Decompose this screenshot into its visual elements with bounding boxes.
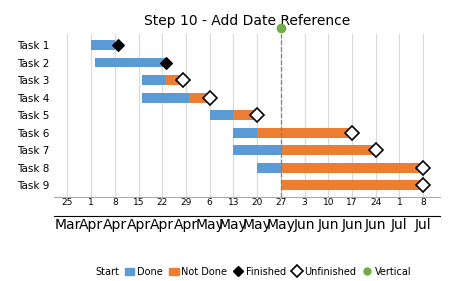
Bar — [142, 75, 166, 85]
Bar — [233, 146, 281, 155]
Bar — [189, 93, 210, 103]
Title: Step 10 - Add Date Reference: Step 10 - Add Date Reference — [144, 14, 350, 28]
Bar — [233, 110, 257, 120]
Bar — [281, 180, 423, 190]
Bar — [166, 75, 183, 85]
Bar — [257, 163, 281, 173]
Legend: Start, Done, Not Done, Finished, Unfinished, Vertical: Start, Done, Not Done, Finished, Unfinis… — [82, 267, 412, 277]
Bar — [281, 163, 423, 173]
Bar — [95, 58, 166, 67]
Bar — [281, 146, 376, 155]
Bar — [233, 128, 257, 138]
Bar — [142, 93, 189, 103]
Bar — [210, 110, 233, 120]
Bar — [91, 40, 115, 50]
Bar — [257, 128, 352, 138]
